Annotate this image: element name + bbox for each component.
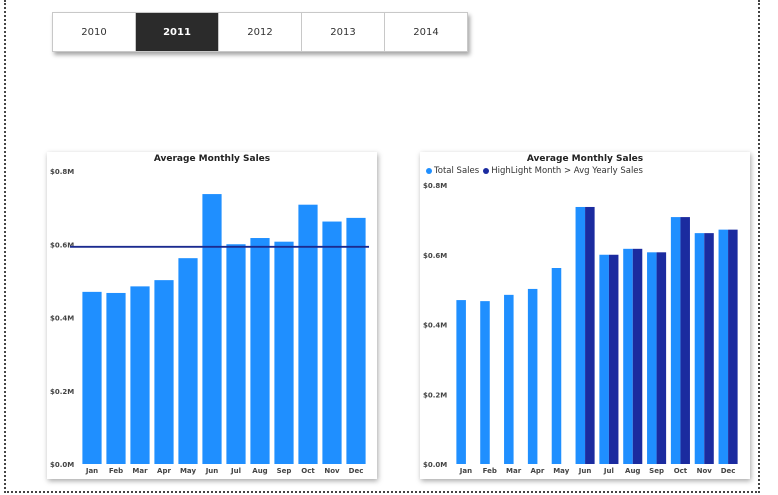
bar-total-sales-mar [504, 294, 514, 464]
bar-sep [274, 241, 294, 464]
x-tick-label: Apr [157, 467, 171, 475]
bar-mar [130, 286, 150, 464]
year-button-2011[interactable]: 2011 [136, 13, 219, 51]
x-tick-label: Mar [506, 467, 522, 475]
bar-jun [202, 194, 222, 465]
x-tick-label: Dec [349, 467, 364, 475]
x-tick-label: Nov [324, 467, 340, 475]
x-tick-label: Nov [697, 467, 713, 475]
x-tick-label: Dec [721, 467, 736, 475]
y-tick-label: $0.8M [50, 168, 74, 176]
bar-total-sales-feb [480, 301, 490, 464]
bar-oct [298, 204, 318, 464]
bar-jan [82, 291, 102, 464]
x-tick-label: Aug [252, 467, 267, 475]
bar-total-sales-may [551, 268, 562, 464]
x-tick-label: Aug [625, 467, 640, 475]
bar-total-sales-aug [623, 248, 633, 464]
y-tick-label: $0.2M [50, 388, 74, 396]
year-button-2010[interactable]: 2010 [53, 13, 136, 51]
bar-highlight-sep [656, 252, 667, 464]
bar-total-sales-jul [599, 254, 609, 464]
x-tick-label: Sep [277, 467, 292, 475]
year-slicer: 2010 2011 2012 2013 2014 [52, 12, 468, 52]
x-tick-label: Oct [674, 467, 688, 475]
bar-jul [226, 244, 246, 464]
x-tick-label: Jul [603, 467, 614, 475]
legend-label: HighLight Month > Avg Yearly Sales [491, 166, 643, 176]
x-tick-label: May [180, 467, 196, 475]
bar-total-sales-apr [527, 288, 538, 464]
chart-1-plot: $0.0M $0.2M $0.4M $0.6M $0.8M Jan Feb Mar Apr May… [50, 168, 369, 475]
x-tick-label: Jun [578, 467, 592, 475]
bar-aug [250, 238, 270, 464]
y-tick-label: $0.4M [50, 315, 74, 323]
x-tick-label: May [553, 467, 569, 475]
legend-dot-icon [426, 168, 432, 174]
chart-2-plot: $0.0M $0.2M $0.4M $0.6M $0.8M Jan Feb Mar Apr May… [423, 182, 738, 475]
bar-total-sales-dec [718, 229, 729, 464]
x-tick-label: Feb [483, 467, 497, 475]
highlight-monthly-sales-chart[interactable]: $0.0M $0.2M $0.4M $0.6M $0.8M Jan Feb Mar Apr May… [420, 152, 750, 479]
y-tick-label: $0.4M [423, 322, 447, 330]
x-tick-label: Jul [230, 467, 241, 475]
bar-highlight-aug [632, 248, 643, 464]
bar-highlight-nov [704, 233, 714, 464]
bar-total-sales-oct [670, 217, 681, 464]
year-button-2012[interactable]: 2012 [219, 13, 302, 51]
x-tick-label: Jan [85, 467, 98, 475]
bar-total-sales-sep [647, 252, 657, 464]
year-button-2014[interactable]: 2014 [413, 26, 439, 38]
bar-may [178, 258, 198, 464]
x-tick-label: Oct [301, 467, 315, 475]
y-tick-label: $0.6M [423, 252, 447, 260]
average-monthly-sales-chart[interactable]: $0.0M $0.2M $0.4M $0.6M $0.8M Jan Feb Mar Apr May… [47, 152, 377, 479]
legend-dot-icon [483, 168, 490, 174]
x-tick-label: Mar [132, 467, 148, 475]
x-tick-label: Apr [530, 467, 544, 475]
y-tick-label: $0.8M [423, 182, 447, 190]
bar-dec [346, 217, 366, 464]
x-tick-label: Feb [109, 467, 123, 475]
bar-total-sales-jan [456, 300, 466, 464]
year-button-2013[interactable]: 2013 [302, 13, 385, 51]
y-tick-label: $0.0M [423, 461, 447, 469]
bar-highlight-jul [608, 254, 619, 464]
y-tick-label: $0.6M [50, 241, 74, 249]
bar-total-sales-nov [694, 233, 705, 464]
x-tick-label: Jan [459, 467, 472, 475]
legend-label: Total Sales [434, 166, 480, 176]
bar-nov [322, 221, 342, 464]
y-tick-label: $0.0M [50, 461, 74, 469]
chart-title: Average Monthly Sales [526, 154, 644, 164]
chart-legend: Total Sales HighLight Month > Avg Yearly… [426, 166, 647, 176]
bar-feb [106, 292, 126, 464]
x-tick-label: Sep [649, 467, 664, 475]
legend-item-highlight-month[interactable]: HighLight Month > Avg Yearly Sales [483, 166, 643, 176]
bar-apr [154, 280, 174, 464]
chart-title: Average Monthly Sales [153, 154, 271, 164]
bar-total-sales-jun [575, 206, 586, 464]
bar-highlight-oct [680, 217, 690, 464]
bar-highlight-jun [585, 206, 595, 464]
report-canvas [4, 0, 760, 493]
bar-highlight-dec [728, 229, 738, 464]
x-tick-label: Jun [205, 467, 219, 475]
legend-item-total-sales[interactable]: Total Sales [426, 166, 479, 176]
y-tick-label: $0.2M [423, 391, 447, 399]
